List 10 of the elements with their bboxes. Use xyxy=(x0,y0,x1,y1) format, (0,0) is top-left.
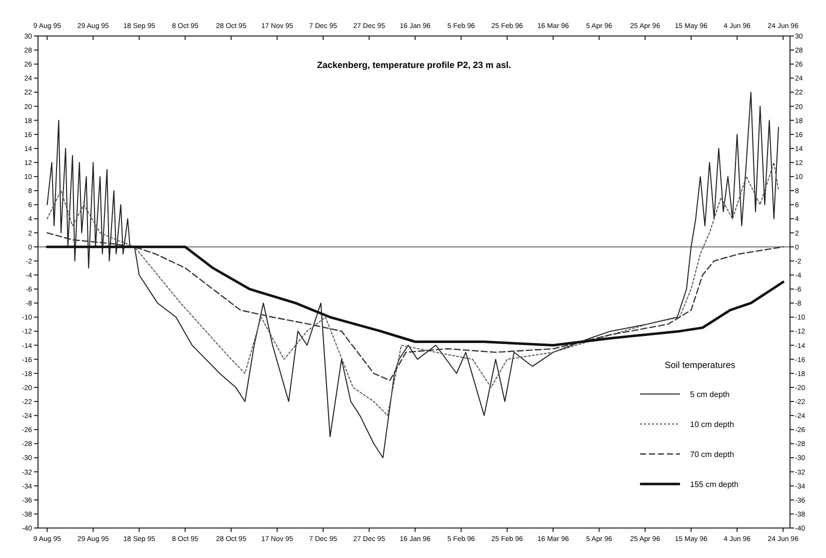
text: Zackenberg, temperature profile P2, 23 m asl. xyxy=(316,60,512,70)
legend-label: 5 cm depth xyxy=(690,390,730,399)
line-series xyxy=(46,246,784,347)
legend-title: Soil temperatures xyxy=(664,360,736,370)
line-series xyxy=(46,162,779,416)
line-series xyxy=(46,92,779,458)
legend-label: 70 cm depth xyxy=(690,450,734,459)
line-series xyxy=(46,232,784,381)
legend-label: 155 cm depth xyxy=(690,480,738,489)
legend-label: 10 cm depth xyxy=(690,420,734,429)
